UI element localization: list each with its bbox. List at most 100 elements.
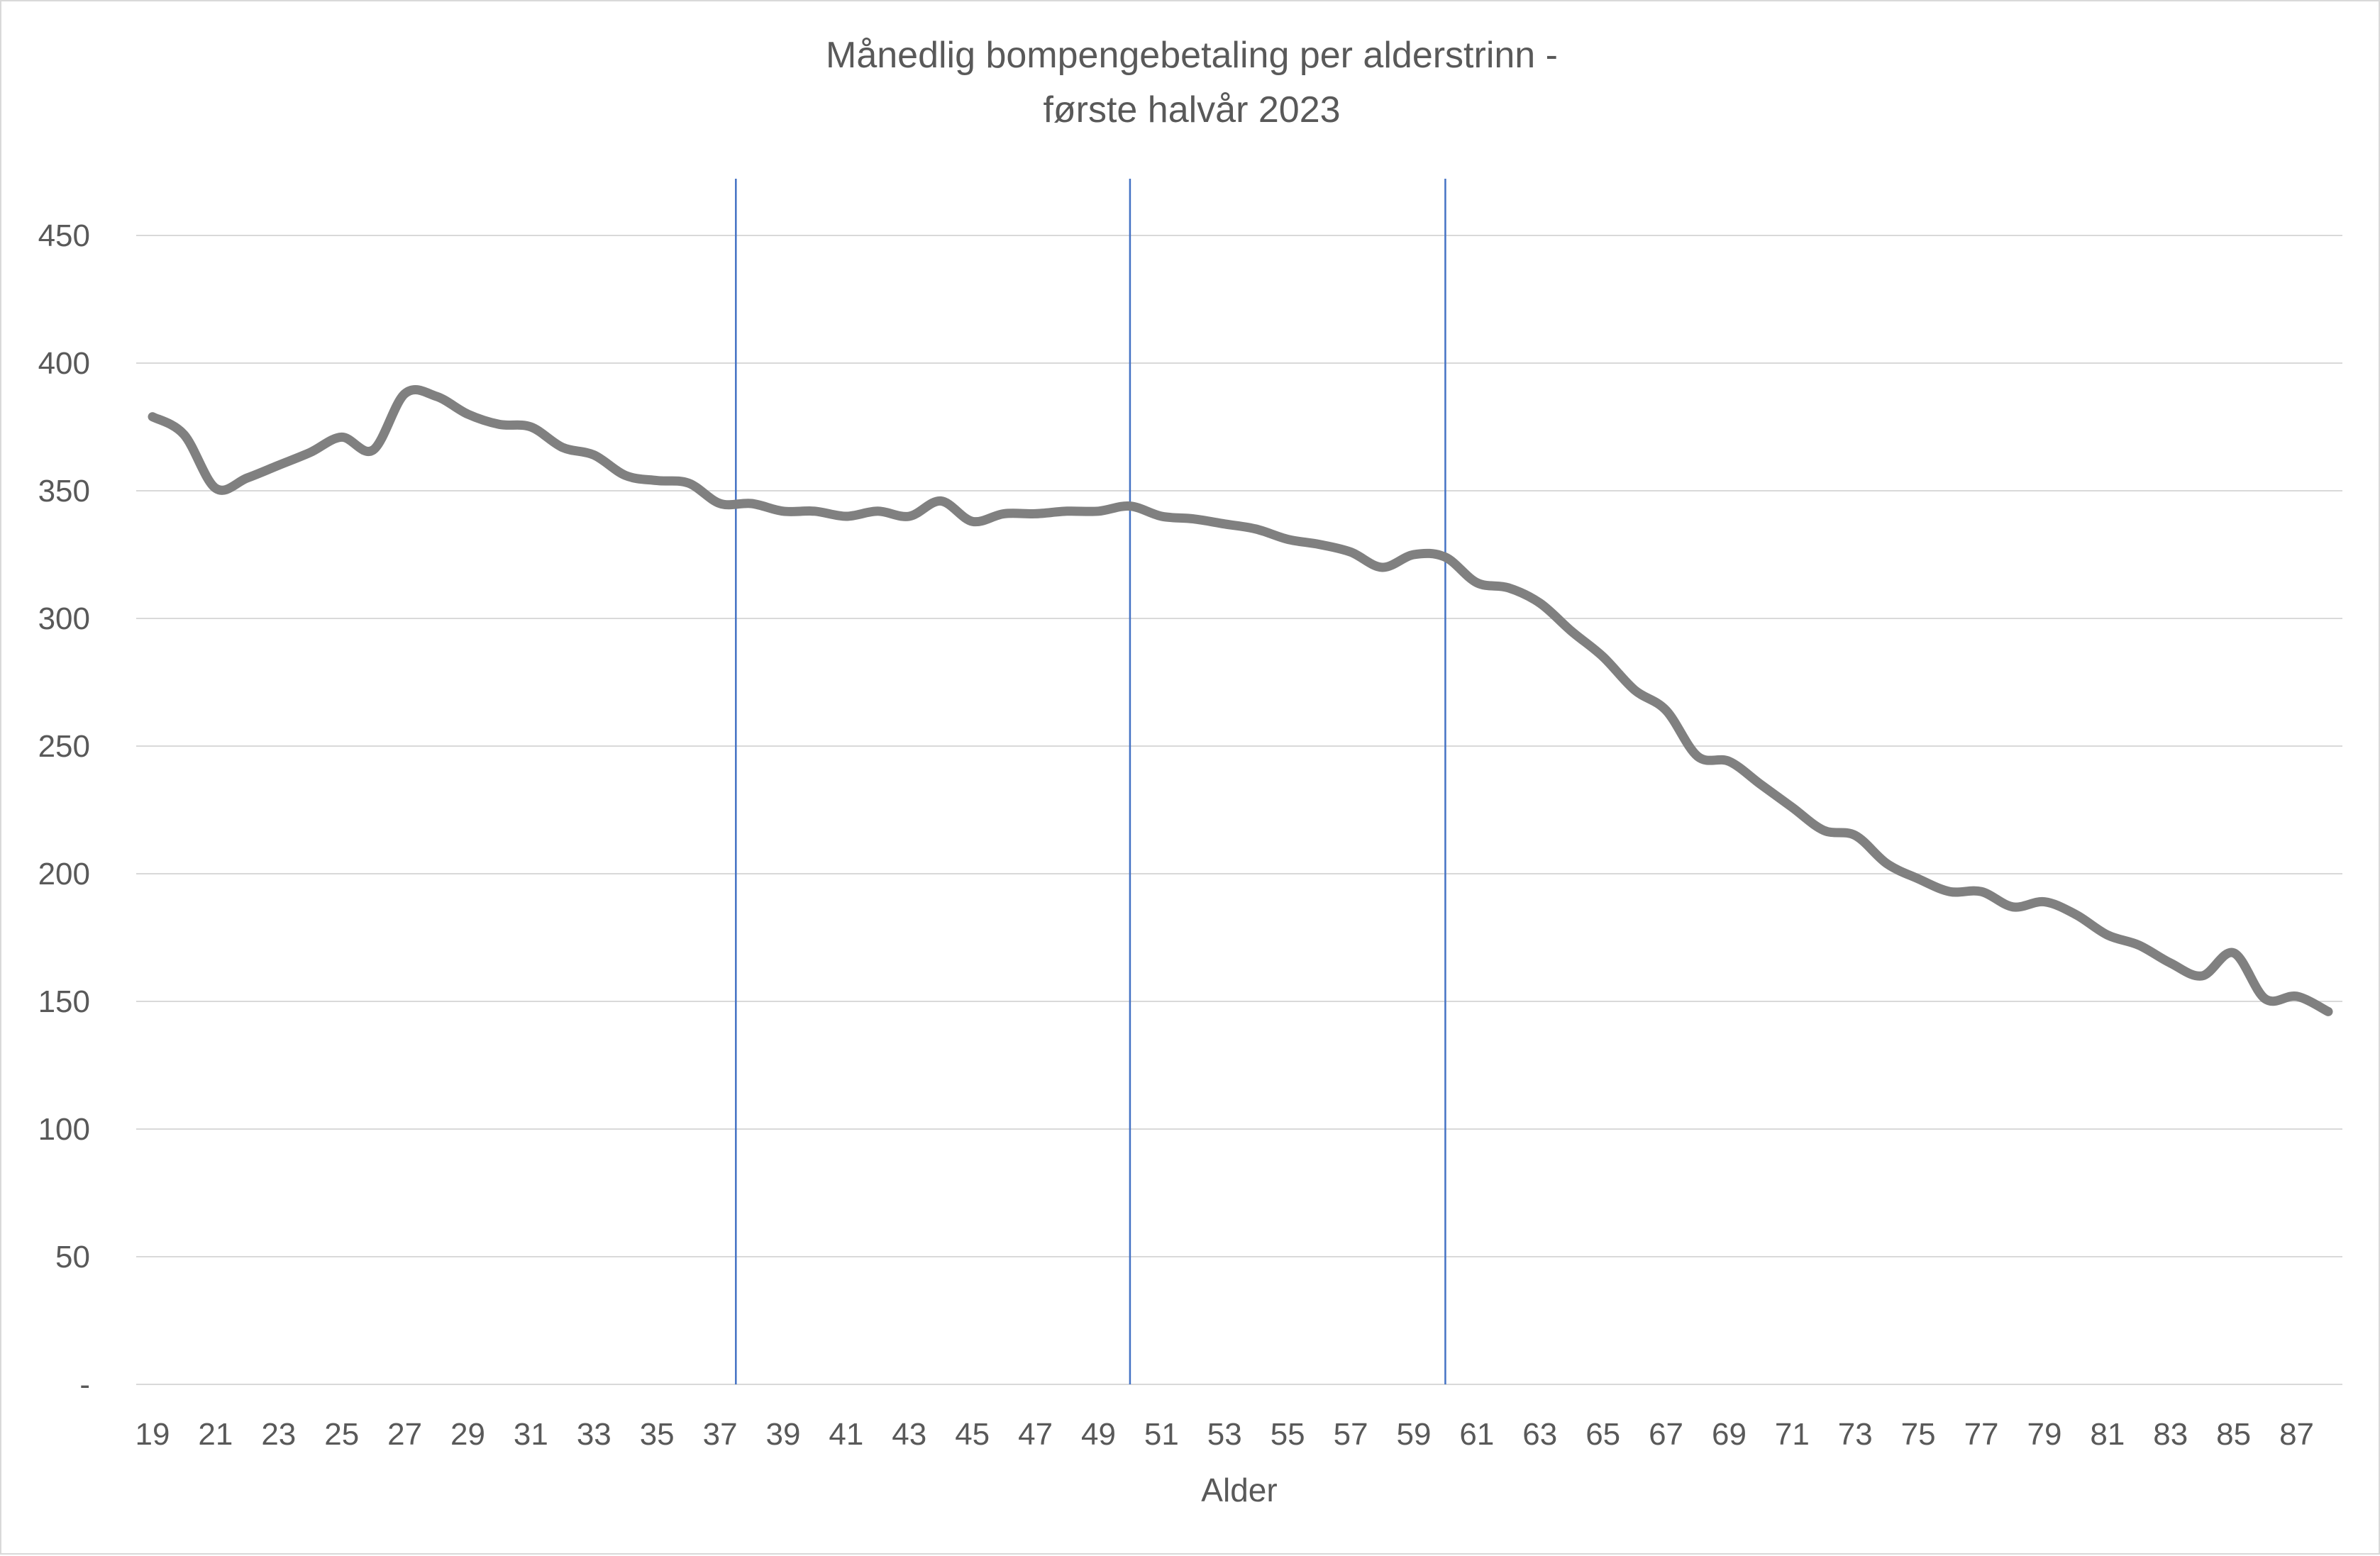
x-tick-label: 69 — [1712, 1417, 1747, 1452]
x-tick-label: 29 — [450, 1417, 485, 1452]
x-tick-label: 85 — [2216, 1417, 2251, 1452]
data-point-67 — [1664, 708, 1668, 713]
x-tick-label: 41 — [829, 1417, 863, 1452]
x-tick-label: 55 — [1271, 1417, 1305, 1452]
data-point-70 — [1759, 782, 1763, 787]
data-point-44 — [939, 499, 943, 503]
x-tick-label: 45 — [955, 1417, 990, 1452]
y-tick-label: 350 — [38, 474, 90, 509]
data-point-45 — [970, 519, 975, 523]
data-point-76 — [1948, 889, 1952, 894]
x-tick-label: 75 — [1901, 1417, 1936, 1452]
x-tick-label: 23 — [261, 1417, 296, 1452]
data-point-19 — [150, 415, 155, 419]
x-axis-title: Alder — [1201, 1472, 1277, 1508]
data-point-82 — [2137, 943, 2141, 948]
data-point-75 — [1916, 877, 1920, 881]
reference-lines — [735, 179, 1446, 1384]
x-tick-label: 57 — [1334, 1417, 1368, 1452]
x-tick-label: 27 — [387, 1417, 422, 1452]
data-point-52 — [1191, 517, 1195, 521]
x-tick-label: 61 — [1459, 1417, 1494, 1452]
data-point-28 — [434, 394, 438, 399]
data-point-34 — [624, 473, 628, 477]
x-tick-label: 35 — [640, 1417, 675, 1452]
x-tick-label: 67 — [1649, 1417, 1683, 1452]
data-point-59 — [1412, 552, 1416, 557]
data-point-49 — [1096, 509, 1100, 513]
y-tick-label: 450 — [38, 218, 90, 253]
data-point-41 — [844, 514, 848, 518]
data-point-85 — [2232, 951, 2236, 955]
y-axis-ticks: - 50 100 150 200 250 300 350 400 450 — [38, 218, 90, 1402]
series-line — [148, 385, 2333, 1016]
x-tick-label: 79 — [2027, 1417, 2061, 1452]
data-point-66 — [1632, 688, 1637, 692]
x-tick-label: 83 — [2153, 1417, 2188, 1452]
data-point-87 — [2295, 994, 2299, 999]
data-point-39 — [781, 509, 785, 513]
x-tick-label: 33 — [577, 1417, 611, 1452]
data-point-38 — [750, 501, 754, 506]
data-point-36 — [687, 481, 691, 485]
x-axis-ticks: 19 21 23 25 27 29 31 33 35 37 39 41 43 45 47 49 51 53 55 57… — [135, 1417, 2315, 1452]
data-point-73 — [1853, 833, 1857, 838]
data-point-21 — [214, 486, 218, 490]
x-tick-label: 21 — [198, 1417, 233, 1452]
data-point-61 — [1475, 581, 1479, 585]
data-point-88 — [2326, 1009, 2330, 1013]
data-point-77 — [1979, 889, 1983, 894]
x-tick-label: 53 — [1207, 1417, 1242, 1452]
data-point-35 — [655, 479, 659, 483]
y-tick-label: 400 — [38, 346, 90, 381]
data-point-60 — [1443, 555, 1447, 560]
data-point-64 — [1569, 629, 1573, 633]
data-point-86 — [2263, 996, 2267, 1001]
x-tick-label: 49 — [1081, 1417, 1116, 1452]
data-point-29 — [465, 412, 470, 416]
gridlines — [136, 235, 2342, 1385]
data-point-62 — [1506, 586, 1510, 590]
x-tick-label: 87 — [2279, 1417, 2314, 1452]
data-point-37 — [718, 501, 722, 506]
data-point-23 — [277, 463, 281, 467]
data-point-56 — [1317, 543, 1322, 547]
x-tick-label: 81 — [2090, 1417, 2125, 1452]
data-point-65 — [1601, 655, 1605, 659]
data-point-25 — [340, 435, 344, 439]
data-point-72 — [1822, 828, 1826, 833]
data-point-78 — [2011, 905, 2015, 909]
y-tick-label: 100 — [38, 1112, 90, 1147]
y-tick-label: 300 — [38, 601, 90, 636]
x-tick-label: 59 — [1396, 1417, 1431, 1452]
data-point-71 — [1790, 805, 1794, 809]
data-point-47 — [1034, 511, 1038, 516]
data-point-81 — [2105, 933, 2110, 937]
x-tick-label: 43 — [892, 1417, 926, 1452]
x-tick-label: 25 — [324, 1417, 359, 1452]
data-point-83 — [2169, 961, 2173, 965]
data-point-31 — [528, 425, 533, 429]
data-point-40 — [812, 509, 817, 513]
data-point-32 — [560, 445, 565, 450]
x-tick-label: 37 — [703, 1417, 738, 1452]
data-point-58 — [1380, 565, 1385, 569]
x-tick-label: 77 — [1964, 1417, 1999, 1452]
data-point-20 — [182, 433, 186, 437]
series-layer — [148, 385, 2333, 1016]
y-tick-label: 50 — [55, 1240, 90, 1274]
data-point-63 — [1538, 601, 1542, 605]
x-tick-label: 63 — [1522, 1417, 1557, 1452]
data-point-43 — [907, 514, 912, 518]
x-tick-label: 19 — [135, 1417, 170, 1452]
x-tick-label: 71 — [1775, 1417, 1810, 1452]
y-tick-label: 200 — [38, 857, 90, 891]
data-point-27 — [403, 391, 407, 396]
data-point-69 — [1727, 760, 1731, 764]
data-point-33 — [592, 453, 596, 457]
data-point-84 — [2200, 974, 2204, 978]
data-point-24 — [308, 450, 312, 455]
y-tick-label: 150 — [38, 984, 90, 1019]
chart-title-line-2: første halvår 2023 — [1043, 89, 1340, 130]
